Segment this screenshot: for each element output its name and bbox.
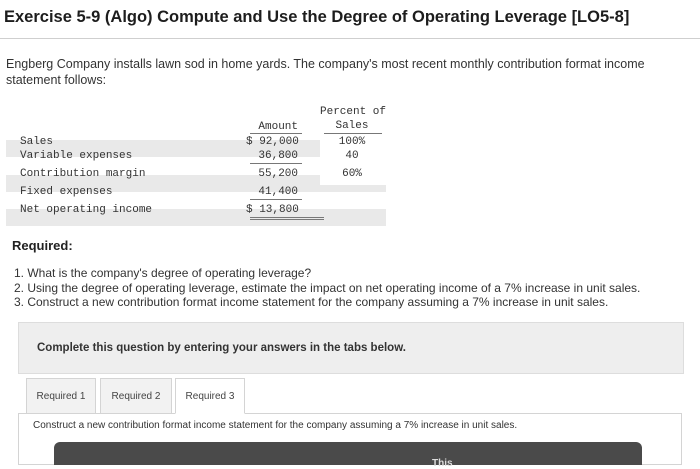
title-divider	[0, 38, 700, 39]
percent-header-line2: Sales	[335, 120, 369, 132]
bottom-toolbar: This	[54, 442, 642, 469]
total-double-underline	[250, 219, 324, 220]
amount-header: Amount	[258, 121, 298, 133]
row-percent-sales: 100%	[338, 136, 366, 148]
subtotal-underline	[250, 163, 302, 164]
row-amount-sales: $ 92,000	[246, 136, 299, 148]
row-label-sales: Sales	[20, 136, 54, 148]
required-item-3: 3. Construct a new contribution format i…	[14, 295, 609, 309]
row-amount-variable-expenses: 36,800	[258, 150, 298, 162]
row-amount-net-operating-income: $ 13,800	[246, 204, 299, 216]
income-statement-table: Percent of Sales Amount Sales $ 92,000 1…	[6, 100, 387, 226]
row-label-net-operating-income: Net operating income	[20, 204, 153, 216]
percent-column-cell	[320, 100, 386, 185]
row-amount-fixed-expenses: 41,400	[258, 186, 298, 198]
row-label-fixed-expenses: Fixed expenses	[20, 186, 113, 198]
table-band	[6, 209, 386, 226]
tab-required-1[interactable]: Required 1	[26, 378, 96, 414]
percent-header-underline	[324, 133, 382, 134]
table-band	[6, 175, 386, 192]
page-title: Exercise 5-9 (Algo) Compute and Use the …	[4, 8, 630, 26]
bottom-toolbar-text: This	[432, 458, 453, 469]
row-percent-contribution-margin: 60%	[342, 168, 362, 180]
required-item-1: 1. What is the company's degree of opera…	[14, 266, 312, 280]
tab-required-3[interactable]: Required 3	[175, 378, 245, 414]
row-percent-variable-expenses: 40	[345, 150, 359, 162]
amount-header-underline	[250, 133, 302, 134]
panel-instruction: Construct a new contribution format inco…	[33, 420, 518, 431]
row-label-contribution-margin: Contribution margin	[20, 168, 146, 180]
tab-required-2[interactable]: Required 2	[100, 378, 172, 414]
subtotal-underline	[250, 199, 302, 200]
required-heading: Required:	[12, 238, 73, 253]
instructions-box: Complete this question by entering your …	[18, 322, 684, 374]
table-band	[6, 140, 386, 157]
intro-text: Engberg Company installs lawn sod in hom…	[6, 57, 645, 87]
row-label-variable-expenses: Variable expenses	[20, 150, 133, 162]
percent-header-line1: Percent of	[320, 106, 387, 118]
required-list: 1. What is the company's degree of opera…	[14, 266, 640, 310]
row-amount-contribution-margin: 55,200	[258, 168, 298, 180]
instructions-text: Complete this question by entering your …	[37, 342, 406, 354]
total-double-underline	[250, 217, 324, 218]
required-item-2: 2. Using the degree of operating leverag…	[14, 280, 641, 295]
